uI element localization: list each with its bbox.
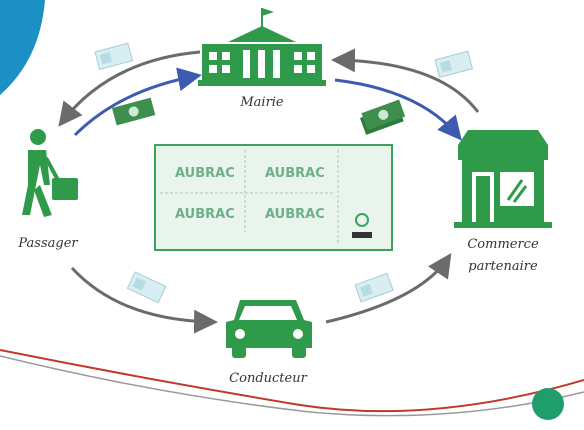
ticket-icon xyxy=(435,51,473,77)
car-icon xyxy=(226,300,312,358)
passenger-icon xyxy=(22,129,78,217)
ticket-brand: AUBRAC xyxy=(175,207,235,222)
town-hall-icon xyxy=(198,8,326,86)
node-label: Commerce xyxy=(467,237,539,252)
shop-icon xyxy=(454,130,552,228)
ticket-icon xyxy=(95,43,133,69)
banknote-icon xyxy=(359,100,407,135)
ticket-brand: AUBRAC xyxy=(175,166,235,181)
ticket-icon xyxy=(355,273,393,302)
node-label: Passager xyxy=(17,236,78,251)
diagram: AUBRAC AUBRAC AUBRAC AUBRAC Mairie Passa… xyxy=(0,0,584,430)
ticket-icon xyxy=(127,272,165,303)
ticket-sheet: AUBRAC AUBRAC AUBRAC AUBRAC xyxy=(155,145,392,250)
node-label: partenaire xyxy=(468,259,538,274)
corner-decoration xyxy=(0,0,45,95)
ticket-brand: AUBRAC xyxy=(265,166,325,181)
ticket-brand: AUBRAC xyxy=(265,207,325,222)
node-label: Conducteur xyxy=(229,371,307,386)
green-dot xyxy=(532,388,564,420)
node-label: Mairie xyxy=(239,95,284,110)
